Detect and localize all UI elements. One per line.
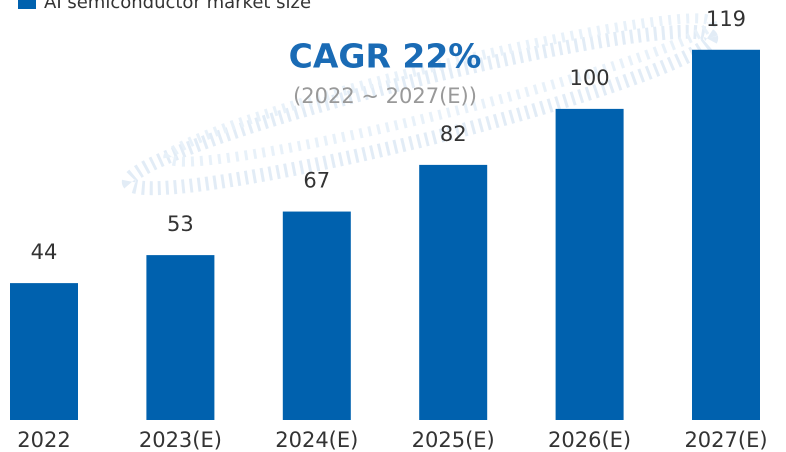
value-label: 44	[31, 240, 58, 264]
annotation-sub: (2022 ~ 2027(E))	[293, 84, 477, 108]
decorative-dots	[121, 13, 719, 196]
x-tick-label: 2027(E)	[684, 428, 767, 452]
bar	[282, 211, 351, 420]
bar	[692, 49, 760, 421]
x-tick-label: 2022	[17, 428, 70, 452]
bar	[555, 108, 624, 420]
legend-swatch	[18, 0, 36, 9]
value-label: 67	[303, 169, 330, 193]
value-label: 119	[706, 7, 746, 31]
x-tick-label: 2026(E)	[548, 428, 631, 452]
x-tick-label: 2024(E)	[275, 428, 358, 452]
dot-swoosh	[163, 13, 717, 167]
value-label: 53	[167, 212, 194, 236]
annotation: CAGR 22%	[289, 37, 482, 76]
legend-label: AI semiconductor market size	[44, 0, 311, 13]
value-label: 82	[440, 122, 467, 146]
bar	[146, 255, 215, 420]
value-label: 100	[570, 66, 610, 90]
bar	[10, 283, 78, 420]
x-tick-label: 2025(E)	[412, 428, 495, 452]
x-tick-label: 2023(E)	[139, 428, 222, 452]
bar	[419, 164, 488, 420]
dot-swoosh	[121, 24, 719, 196]
